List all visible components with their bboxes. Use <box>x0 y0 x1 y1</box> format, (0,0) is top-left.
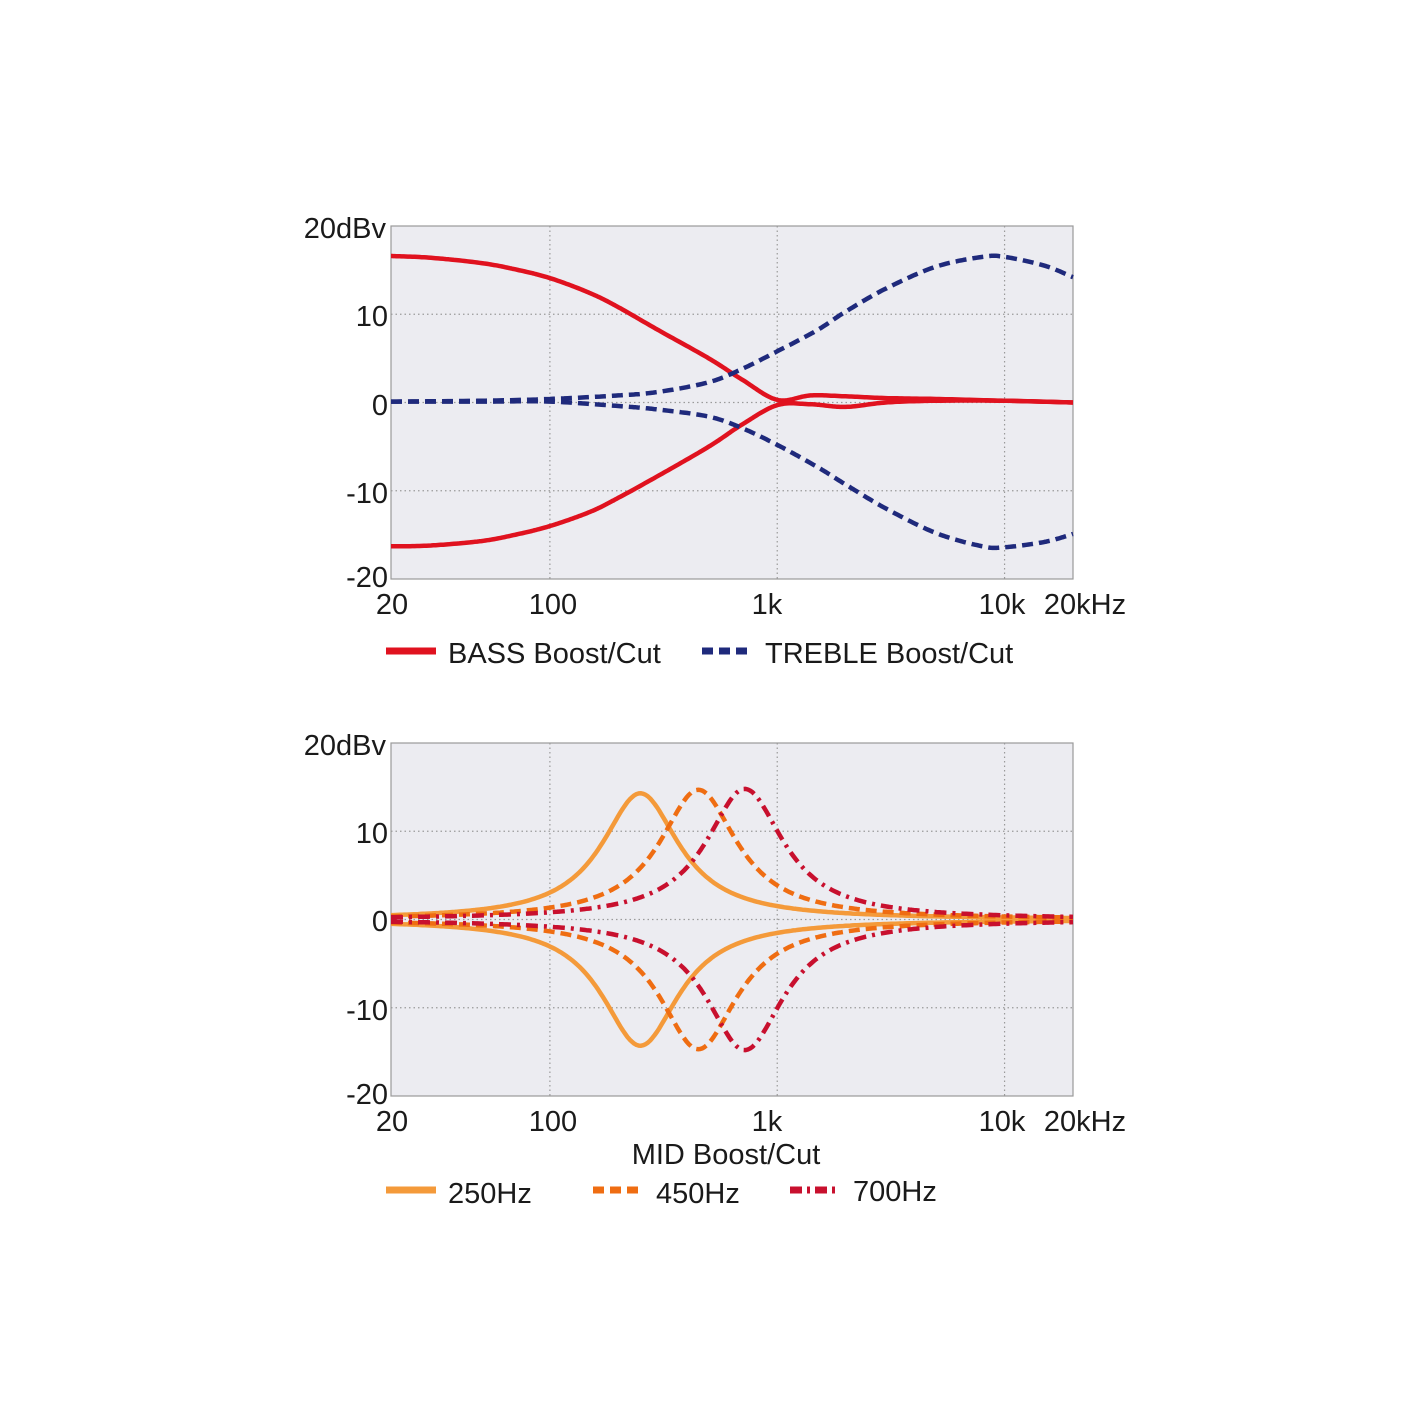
grid-bottom <box>391 743 1073 1096</box>
legend-label-bass: BASS Boost/Cut <box>448 638 661 670</box>
series-line-bass <box>389 253 1074 405</box>
series-top <box>389 253 1075 551</box>
x-tick-label: 100 <box>529 1106 577 1138</box>
x-tick-label: 1k <box>752 589 783 621</box>
series-line-700hz-cut <box>391 919 1074 1053</box>
x-tick-label: 1k <box>752 1106 783 1138</box>
y-tick-label: -10 <box>346 995 388 1027</box>
y-tick-label: 10 <box>356 301 388 333</box>
series-line-treble <box>391 253 1075 404</box>
x-axis-label: MID Boost/Cut <box>632 1139 821 1171</box>
y-tick-label: 10 <box>356 818 388 850</box>
x-tick-label: 20 <box>376 1106 408 1138</box>
series-line-450hz-cut <box>391 919 1073 1052</box>
x-tick-label: 20kHz <box>1044 589 1126 621</box>
series-line-450hz-boost <box>391 787 1073 920</box>
x-tick-label: 20kHz <box>1044 1106 1126 1138</box>
series-line-bass <box>389 398 1074 549</box>
y-tick-label: -20 <box>346 562 388 594</box>
legend-label-450hz: 450Hz <box>656 1178 740 1210</box>
legend-label-250hz: 250Hz <box>448 1178 532 1210</box>
chart-mid: 20dBv 10 0 -10 -20 20 100 1k 10k 20kHz M… <box>304 730 1126 1210</box>
x-tick-label: 10k <box>979 589 1026 621</box>
series-line-700hz-boost <box>391 786 1074 920</box>
legend-label-treble: TREBLE Boost/Cut <box>765 638 1013 670</box>
chart-bass-treble: 20dBv 10 0 -10 -20 20 100 1k 10k 20kHz B… <box>304 213 1126 670</box>
y-tick-label: 0 <box>372 390 388 422</box>
series-bottom <box>391 786 1074 1053</box>
y-tick-label: 20dBv <box>304 730 387 762</box>
legend-label-700hz: 700Hz <box>853 1176 937 1208</box>
y-tick-label: -20 <box>346 1079 388 1111</box>
x-tick-label: 10k <box>979 1106 1026 1138</box>
series-line-treble <box>391 399 1075 551</box>
y-tick-label: 0 <box>372 906 388 938</box>
x-tick-label: 20 <box>376 589 408 621</box>
plot-area-bottom <box>390 742 1074 1097</box>
x-tick-label: 100 <box>529 589 577 621</box>
legend-top: BASS Boost/Cut TREBLE Boost/Cut <box>386 638 1013 670</box>
y-tick-label: 20dBv <box>304 213 387 245</box>
y-tick-label: -10 <box>346 478 388 510</box>
legend-bottom: 250Hz 450Hz 700Hz <box>386 1176 937 1210</box>
